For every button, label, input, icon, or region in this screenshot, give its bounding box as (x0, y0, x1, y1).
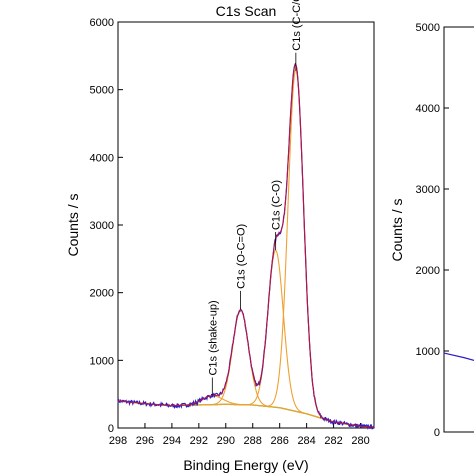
x-axis-label: Binding Energy (eV) (183, 457, 308, 473)
peak-label: C1s (O-C=O) (236, 224, 248, 289)
y-tick-label: 2000 (416, 265, 440, 277)
y-tick-label: 6000 (90, 17, 114, 29)
x-tick-label: 290 (217, 435, 235, 447)
peak-label: C1s (C-C/C-H) (291, 0, 303, 51)
plot-lines (117, 62, 375, 431)
x-axis-ticks: 298 296 294 292 290 288 286 284 282 280 (109, 423, 370, 447)
y-tick-label: 3000 (416, 184, 440, 196)
plot-frame-right (443, 26, 474, 433)
fit-envelope-line (117, 63, 375, 428)
chart-title: C1s Scan (216, 3, 277, 19)
x-tick-label: 280 (351, 435, 369, 447)
y-tick-label: 3000 (90, 220, 114, 232)
y-tick-label: 1000 (416, 346, 440, 358)
y-tick-label: 5000 (90, 85, 114, 97)
x-tick-label: 282 (324, 435, 342, 447)
y-tick-label: 4000 (90, 152, 114, 164)
y-tick-label: 5000 (416, 22, 440, 34)
x-tick-label: 284 (297, 435, 315, 447)
y-axis-label: Counts / s (65, 193, 81, 256)
y-tick-label: 0 (108, 423, 114, 435)
y-tick-label: 2000 (90, 288, 114, 300)
x-tick-label: 288 (244, 435, 262, 447)
y-tick-label: 4000 (416, 103, 440, 115)
x-tick-label: 296 (136, 435, 154, 447)
peak-label: C1s (shake-up) (207, 300, 219, 375)
y-tick-label: 0 (434, 427, 440, 439)
y-axis-label-right: Counts / s (389, 198, 405, 261)
peak-label: C1s (C-O) (271, 180, 283, 230)
x-tick-label: 286 (271, 435, 289, 447)
y-axis-ticks-right: 0 1000 2000 3000 4000 5000 (416, 22, 449, 439)
plot-lines-right (443, 352, 474, 361)
x-tick-label: 292 (190, 435, 208, 447)
raw-data-line-right (443, 352, 474, 361)
y-tick-label: 1000 (90, 355, 114, 367)
y-axis-ticks: 0 1000 2000 3000 4000 5000 6000 (90, 17, 123, 435)
x-tick-label: 294 (163, 435, 181, 447)
x-tick-label: 298 (109, 435, 127, 447)
peak-annotations: C1s (C-C/C-H) C1s (C-O) C1s (O-C=O) C1s (sh… (207, 0, 303, 396)
